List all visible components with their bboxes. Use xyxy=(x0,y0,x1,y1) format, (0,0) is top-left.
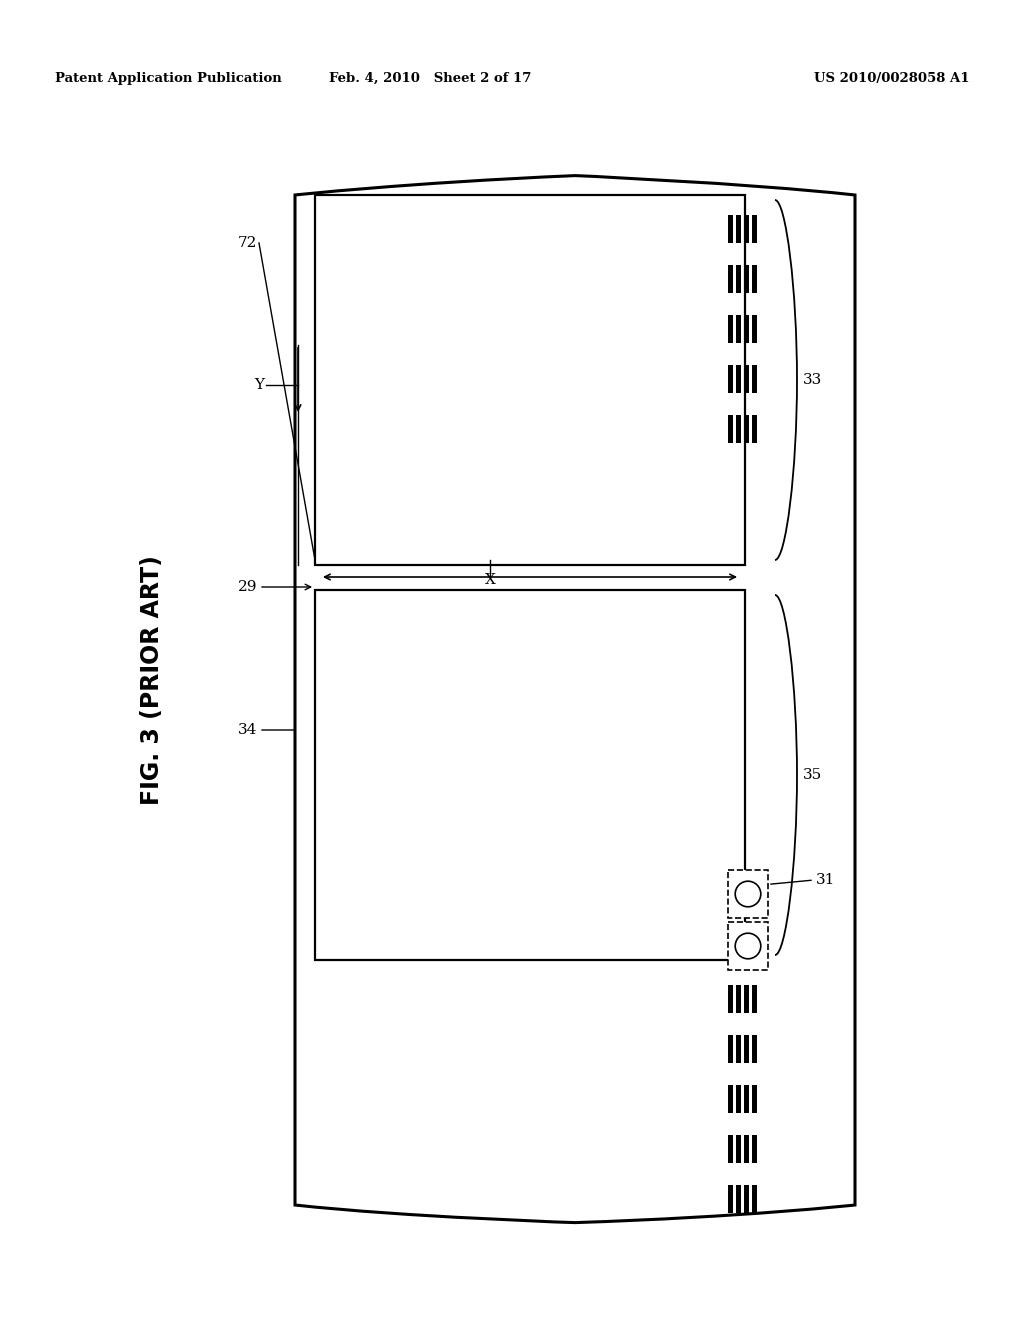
Bar xyxy=(728,1085,733,1113)
Bar xyxy=(728,215,733,243)
Bar xyxy=(736,1035,741,1063)
Bar xyxy=(728,1135,733,1163)
Bar xyxy=(736,265,741,293)
Text: Patent Application Publication: Patent Application Publication xyxy=(55,73,282,84)
Text: 34: 34 xyxy=(238,723,257,737)
Bar xyxy=(736,414,741,444)
Text: Y: Y xyxy=(254,378,264,392)
Text: 35: 35 xyxy=(803,768,822,781)
Bar xyxy=(728,921,768,970)
Text: Feb. 4, 2010   Sheet 2 of 17: Feb. 4, 2010 Sheet 2 of 17 xyxy=(329,73,531,84)
Bar xyxy=(752,1135,757,1163)
Bar xyxy=(744,215,749,243)
Text: 29: 29 xyxy=(238,579,257,594)
Text: FIG. 3 (PRIOR ART): FIG. 3 (PRIOR ART) xyxy=(140,556,164,805)
Text: 31: 31 xyxy=(816,873,836,887)
Bar xyxy=(736,1135,741,1163)
Text: X: X xyxy=(484,573,496,587)
Bar xyxy=(752,366,757,393)
Bar xyxy=(728,414,733,444)
Bar xyxy=(315,590,745,960)
Bar xyxy=(736,215,741,243)
Text: 33: 33 xyxy=(803,374,822,387)
Bar xyxy=(728,1185,733,1213)
Bar xyxy=(752,1035,757,1063)
Bar xyxy=(728,265,733,293)
Bar xyxy=(752,215,757,243)
Bar xyxy=(744,1185,749,1213)
Bar xyxy=(744,1135,749,1163)
Bar xyxy=(728,870,768,917)
Bar xyxy=(744,1035,749,1063)
Bar xyxy=(736,366,741,393)
Bar xyxy=(744,985,749,1012)
Bar xyxy=(728,1035,733,1063)
Bar xyxy=(752,1185,757,1213)
Bar xyxy=(752,265,757,293)
Circle shape xyxy=(735,933,761,958)
Bar xyxy=(736,1085,741,1113)
Bar xyxy=(728,985,733,1012)
Bar xyxy=(736,985,741,1012)
Bar xyxy=(752,1085,757,1113)
Bar xyxy=(752,985,757,1012)
Text: US 2010/0028058 A1: US 2010/0028058 A1 xyxy=(814,73,970,84)
Bar xyxy=(728,366,733,393)
Bar xyxy=(744,1085,749,1113)
Bar xyxy=(744,366,749,393)
Bar xyxy=(728,315,733,343)
Bar xyxy=(752,315,757,343)
Circle shape xyxy=(735,882,761,907)
Bar xyxy=(736,315,741,343)
Bar xyxy=(736,1185,741,1213)
Bar xyxy=(744,315,749,343)
Bar xyxy=(752,414,757,444)
Bar xyxy=(744,265,749,293)
Bar xyxy=(744,414,749,444)
Text: 72: 72 xyxy=(238,236,257,249)
Bar xyxy=(315,195,745,565)
